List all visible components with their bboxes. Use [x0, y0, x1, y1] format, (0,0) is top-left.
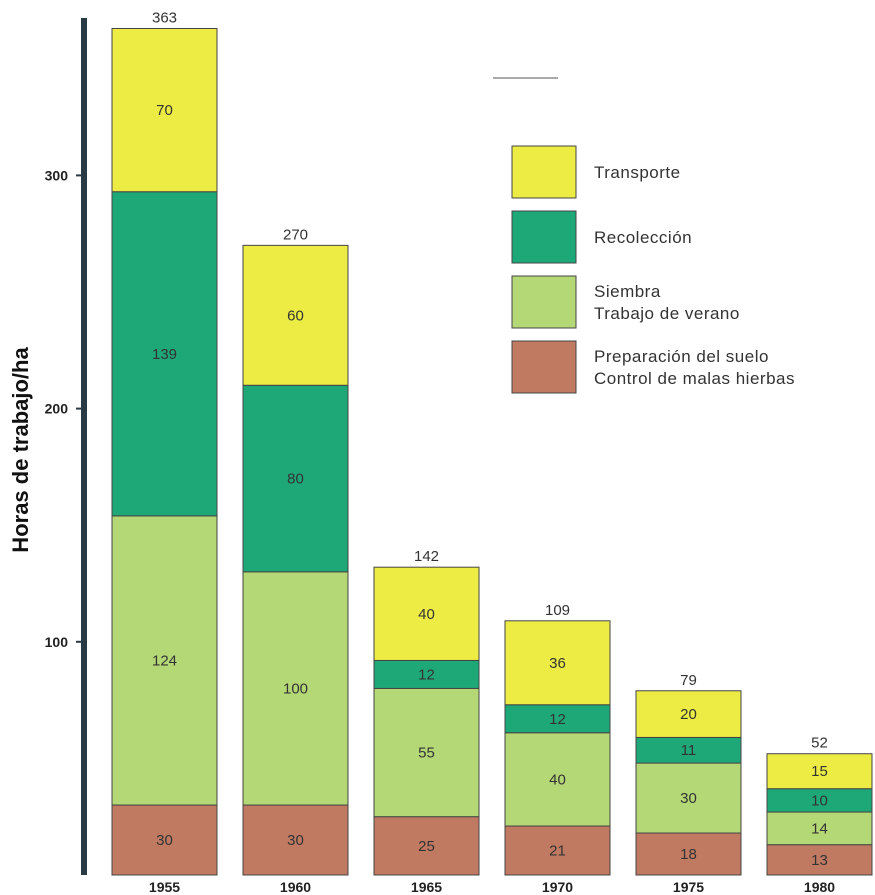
segment-value-label: 12	[418, 666, 435, 683]
bar-segment-siembra	[373, 687, 480, 818]
legend-label: Trabajo de verano	[594, 304, 740, 323]
bar-segment-transporte	[635, 690, 742, 738]
y-axis-ticks: 100 200 300	[45, 167, 84, 650]
bar-segment-recoleccion	[504, 704, 611, 734]
legend-swatch-suelo	[511, 340, 577, 394]
y-tick-label: 100	[45, 634, 69, 650]
y-axis-label: Horas de trabajo/ha	[8, 347, 33, 553]
y-tick-label: 200	[45, 401, 69, 417]
x-category-label: 1975	[673, 879, 704, 895]
segment-value-label: 30	[156, 832, 173, 849]
segment-value-label: 14	[811, 820, 828, 837]
bar-total-label: 363	[152, 9, 177, 26]
legend-swatch-transporte	[511, 145, 577, 199]
y-tick-label: 300	[45, 167, 69, 183]
segment-value-label: 80	[287, 471, 304, 488]
bars: 30 124 139 70 363 1955 30 100 80 60 270 1960 25 55 12 4…	[111, 9, 873, 895]
bar-total-label: 79	[680, 672, 697, 689]
bar-total-label: 109	[545, 602, 570, 619]
legend-label: Preparación del suelo	[594, 347, 769, 366]
bar-segment-transporte	[111, 27, 218, 193]
segment-value-label: 25	[418, 838, 435, 855]
segment-value-label: 30	[680, 790, 697, 807]
x-category-label: 1980	[804, 879, 835, 895]
x-category-label: 1955	[149, 879, 180, 895]
segment-value-label: 60	[287, 307, 304, 324]
x-category-label: 1965	[411, 879, 442, 895]
legend-label: Transporte	[594, 163, 681, 182]
segment-value-label: 124	[152, 652, 177, 669]
bar-total-label: 270	[283, 226, 308, 243]
bar-total-label: 52	[811, 735, 828, 752]
bar-segment-suelo	[373, 816, 480, 876]
legend-label: Recolección	[594, 228, 692, 247]
segment-value-label: 18	[680, 846, 697, 863]
legend-label: Control de malas hierbas	[594, 369, 795, 388]
legend-swatch-recoleccion	[511, 210, 577, 264]
legend-label: Siembra	[594, 282, 661, 301]
bar-segment-transporte	[766, 753, 873, 790]
segment-value-label: 100	[283, 680, 308, 697]
bar-segment-recoleccion	[635, 736, 742, 764]
bar-segment-suelo	[111, 804, 218, 876]
bar-segment-transporte	[242, 244, 349, 386]
segment-value-label: 10	[811, 792, 828, 809]
bar-segment-siembra	[504, 732, 611, 827]
bar-segment-suelo	[504, 825, 611, 876]
segment-value-label: 139	[152, 346, 177, 363]
x-category-label: 1960	[280, 879, 311, 895]
legend-swatch-siembra	[511, 275, 577, 329]
segment-value-label: 40	[549, 771, 566, 788]
bar-total-label: 142	[414, 548, 439, 565]
bar-segment-siembra	[635, 762, 742, 834]
segment-value-label: 15	[811, 763, 828, 780]
segment-value-label: 40	[418, 606, 435, 623]
segment-value-label: 21	[549, 843, 566, 860]
bar-segment-transporte	[504, 620, 611, 706]
segment-value-label: 20	[680, 706, 697, 723]
segment-value-label: 70	[156, 102, 173, 119]
bar-segment-recoleccion	[242, 384, 349, 573]
segment-value-label: 30	[287, 832, 304, 849]
x-category-label: 1970	[542, 879, 573, 895]
bar-segment-siembra	[766, 811, 873, 846]
bar-segment-suelo	[635, 832, 742, 876]
segment-value-label: 11	[681, 742, 697, 759]
segment-value-label: 13	[811, 852, 828, 869]
segment-value-label: 12	[549, 711, 566, 728]
legend: Transporte Recolección Siembra Trabajo de v…	[511, 145, 795, 394]
bar-segment-siembra	[111, 515, 218, 806]
bar-segment-transporte	[373, 566, 480, 661]
segment-value-label: 36	[549, 655, 566, 672]
bar-segment-suelo	[766, 844, 873, 876]
segment-value-label: 55	[418, 745, 435, 762]
